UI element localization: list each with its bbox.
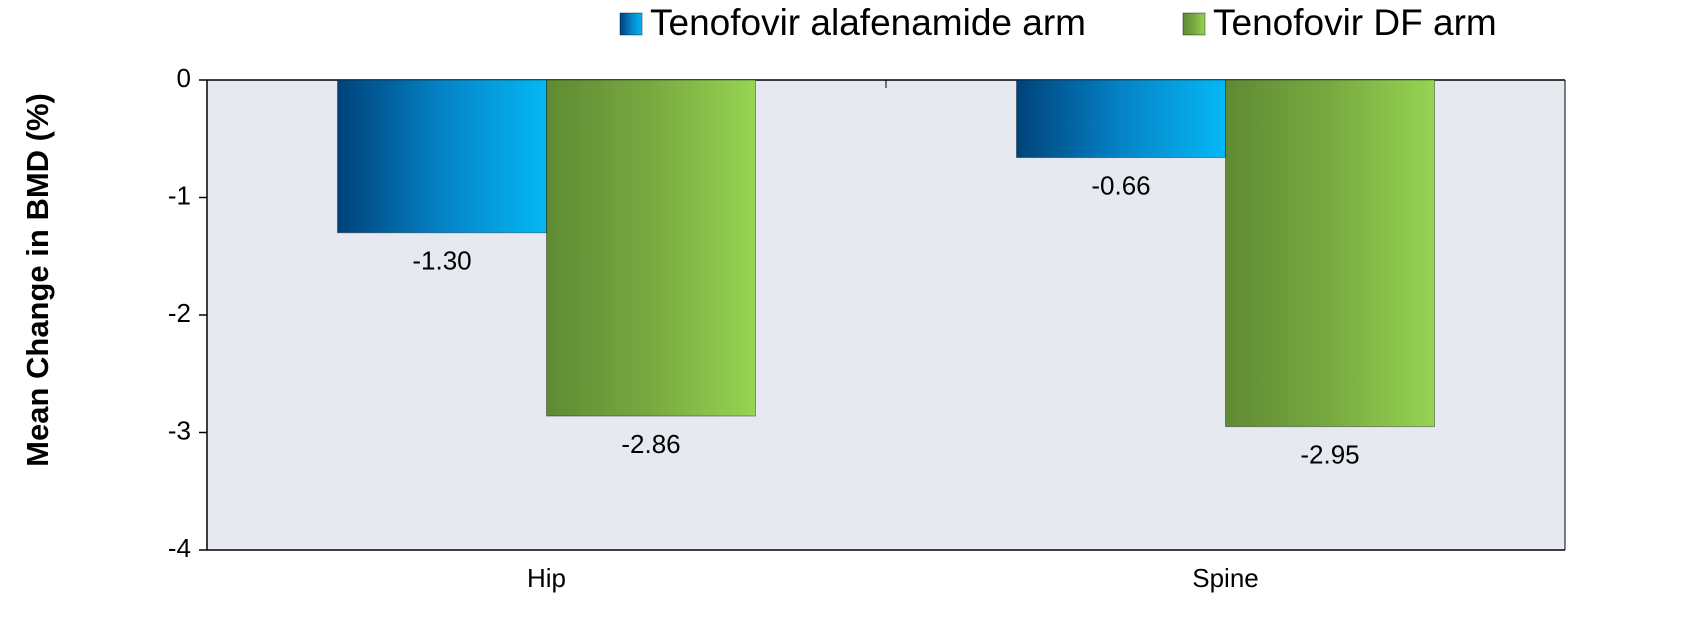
bar	[1016, 79, 1226, 159]
data-label: -1.30	[412, 246, 471, 276]
x-tick-label: Spine	[1192, 563, 1259, 593]
y-tick-label: 0	[177, 63, 191, 93]
data-label: -0.66	[1091, 170, 1150, 200]
legend-label: Tenofovir DF arm	[1213, 2, 1497, 43]
y-axis-label: Mean Change in BMD (%)	[20, 93, 55, 467]
legend-label: Tenofovir alafenamide arm	[650, 2, 1086, 43]
y-tick-label: -1	[168, 180, 191, 210]
bar	[546, 79, 756, 417]
data-label: -2.95	[1300, 440, 1359, 470]
x-tick-label: Hip	[527, 563, 566, 593]
bar	[337, 79, 547, 234]
legend-swatch	[619, 12, 643, 36]
legend-swatch	[1182, 12, 1206, 36]
y-tick-label: -4	[168, 533, 191, 563]
data-label: -2.86	[621, 429, 680, 459]
y-tick-label: -2	[168, 298, 191, 328]
y-tick-label: -3	[168, 415, 191, 445]
bar	[1225, 79, 1435, 428]
